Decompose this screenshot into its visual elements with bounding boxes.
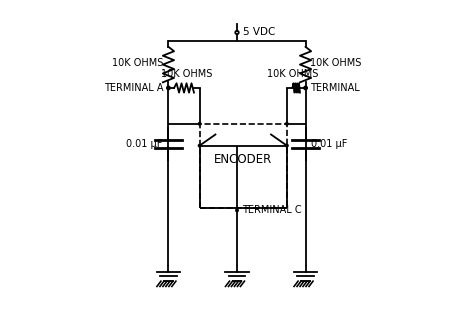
Circle shape bbox=[167, 86, 170, 90]
Text: 10K OHMS: 10K OHMS bbox=[310, 58, 362, 68]
Text: 5 VDC: 5 VDC bbox=[243, 28, 275, 38]
Text: TERMINAL: TERMINAL bbox=[310, 83, 360, 93]
Bar bbox=[200, 124, 287, 208]
Text: TERMINAL A: TERMINAL A bbox=[104, 83, 164, 93]
Circle shape bbox=[286, 122, 288, 125]
Text: 10K OHMS: 10K OHMS bbox=[112, 58, 164, 68]
Text: 0.01 µF: 0.01 µF bbox=[311, 139, 347, 149]
Text: ENCODER: ENCODER bbox=[214, 153, 273, 166]
Circle shape bbox=[286, 144, 288, 147]
Text: 10K OHMS: 10K OHMS bbox=[267, 69, 319, 79]
Circle shape bbox=[304, 86, 307, 90]
Text: 0.01 µF: 0.01 µF bbox=[127, 139, 163, 149]
Text: 10K OHMS: 10K OHMS bbox=[162, 69, 213, 79]
Circle shape bbox=[198, 144, 201, 147]
Circle shape bbox=[304, 86, 307, 90]
Circle shape bbox=[236, 209, 238, 212]
Text: TERMINAL C: TERMINAL C bbox=[242, 205, 301, 215]
Circle shape bbox=[167, 86, 170, 90]
Circle shape bbox=[198, 122, 201, 125]
